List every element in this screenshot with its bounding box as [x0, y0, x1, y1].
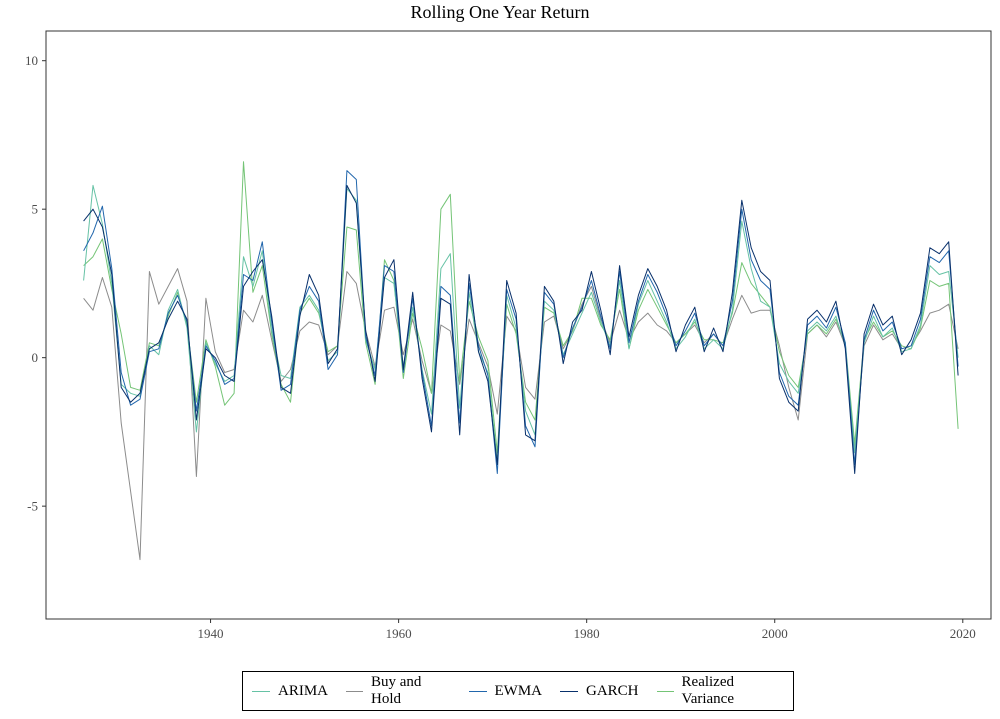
legend: ARIMA Buy and Hold EWMA GARCH Realized Varia… — [242, 671, 794, 711]
legend-item: EWMA — [468, 682, 543, 700]
x-tick-label: 1980 — [574, 626, 600, 641]
y-tick-label: -5 — [27, 499, 38, 514]
legend-item: Buy and Hold — [346, 674, 450, 708]
y-tick-label: 0 — [32, 350, 39, 365]
legend-label: EWMA — [494, 682, 543, 699]
legend-item: ARIMA — [252, 683, 328, 700]
legend-key-line — [252, 690, 270, 692]
x-tick-label: 1960 — [386, 626, 412, 641]
series-line-buy-and-hold — [83, 268, 959, 561]
x-tick-label: 2020 — [950, 626, 976, 641]
y-axis: -5 0 5 10 — [25, 53, 46, 514]
legend-item: GARCH — [560, 683, 639, 700]
y-tick-label: 10 — [25, 53, 38, 68]
x-tick-label: 2000 — [762, 626, 788, 641]
legend-item: Realized Variance — [656, 674, 784, 708]
legend-label: Buy and Hold — [371, 674, 422, 707]
legend-key-line — [656, 690, 674, 692]
plot-panel-border — [45, 30, 992, 620]
legend-key-line — [560, 690, 578, 692]
series-line-garch — [83, 184, 959, 474]
legend-label: ARIMA — [278, 682, 329, 699]
legend-label: Realized Variance — [681, 674, 735, 707]
x-tick-label: 1940 — [198, 626, 224, 641]
x-axis: 1940 1960 1980 2000 2020 — [198, 619, 976, 641]
series-layer — [83, 161, 959, 561]
y-tick-label: 5 — [32, 202, 39, 217]
legend-label: GARCH — [586, 682, 639, 699]
series-line-realized-variance — [83, 161, 959, 454]
chart-title: Rolling One Year Return — [410, 2, 590, 22]
legend-key-line — [346, 690, 364, 692]
series-line-arima — [83, 184, 959, 463]
legend-key-line — [468, 690, 487, 692]
